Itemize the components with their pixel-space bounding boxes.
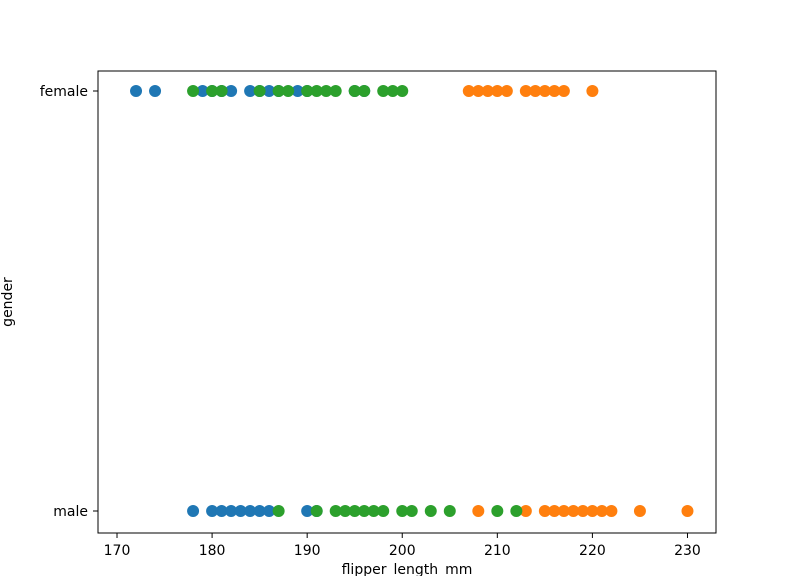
scatter-point xyxy=(586,505,599,517)
x-tick-label: 180 xyxy=(199,543,226,559)
scatter-point xyxy=(329,85,342,97)
scatter-point xyxy=(500,85,513,97)
scatter-point xyxy=(310,505,323,517)
scatter-point xyxy=(320,85,333,97)
scatter-point xyxy=(253,85,266,97)
scatter-point xyxy=(358,85,371,97)
scatter-point xyxy=(481,85,494,97)
scatter-point xyxy=(538,505,551,517)
scatter-point xyxy=(605,505,618,517)
x-tick-label: 230 xyxy=(674,543,701,559)
scatter-point xyxy=(405,505,418,517)
scatter-point xyxy=(348,505,361,517)
scatter-point xyxy=(215,505,228,517)
scatter-point xyxy=(548,85,561,97)
scatter-point xyxy=(396,505,409,517)
scatter-point xyxy=(253,505,266,517)
y-axis-label: gender xyxy=(0,277,16,327)
scatter-point xyxy=(234,505,247,517)
scatter-point xyxy=(424,505,437,517)
scatter-point xyxy=(244,85,257,97)
scatter-point xyxy=(196,85,209,97)
x-tick-label: 190 xyxy=(294,543,321,559)
scatter-point xyxy=(510,505,523,517)
scatter-point xyxy=(538,85,551,97)
scatter-point xyxy=(225,505,238,517)
scatter-point xyxy=(567,505,580,517)
scatter-point xyxy=(339,505,352,517)
scatter-point xyxy=(443,505,456,517)
scatter-point xyxy=(187,85,200,97)
scatter-point xyxy=(586,85,599,97)
scatter-point xyxy=(149,85,162,97)
scatter-point xyxy=(548,505,561,517)
scatter-point xyxy=(472,505,485,517)
scatter-point xyxy=(529,85,542,97)
scatter-point xyxy=(206,505,219,517)
scatter-point xyxy=(358,505,371,517)
scatter-point xyxy=(348,85,361,97)
scatter-point xyxy=(272,85,285,97)
x-tick-label: 220 xyxy=(579,543,606,559)
x-tick-label: 200 xyxy=(389,543,416,559)
scatter-point xyxy=(263,505,276,517)
points-layer xyxy=(130,85,694,517)
scatter-point xyxy=(633,505,646,517)
scatter-point xyxy=(595,505,608,517)
scatter-point xyxy=(301,505,314,517)
scatter-point xyxy=(557,85,570,97)
scatter-point xyxy=(367,505,380,517)
scatter-point xyxy=(491,85,504,97)
scatter-point xyxy=(206,85,219,97)
scatter-point xyxy=(130,85,143,97)
scatter-point xyxy=(310,85,323,97)
y-axis: male female xyxy=(40,84,98,520)
scatter-point xyxy=(491,505,504,517)
x-axis-label: flipper_length_mm xyxy=(342,562,473,576)
y-tick-label: male xyxy=(53,504,88,520)
x-tick-label: 210 xyxy=(484,543,511,559)
scatter-point xyxy=(519,505,532,517)
scatter-point xyxy=(396,85,409,97)
scatter-point xyxy=(272,505,285,517)
scatter-point xyxy=(282,85,295,97)
scatter-point xyxy=(263,85,276,97)
x-axis: 170 180 190 200 210 220 230 xyxy=(104,533,701,559)
scatter-point xyxy=(187,505,200,517)
scatter-point xyxy=(472,85,485,97)
scatter-point xyxy=(681,505,694,517)
scatter-point xyxy=(557,505,570,517)
x-tick-label: 170 xyxy=(104,543,131,559)
scatter-point xyxy=(225,85,238,97)
scatter-point xyxy=(462,85,475,97)
y-tick-label: female xyxy=(40,84,88,100)
scatter-point xyxy=(377,505,390,517)
scatter-point xyxy=(519,85,532,97)
scatter-point xyxy=(386,85,399,97)
scatter-point xyxy=(576,505,589,517)
plot-frame xyxy=(97,70,717,534)
scatter-point xyxy=(377,85,390,97)
scatter-point xyxy=(244,505,257,517)
scatter-point xyxy=(291,85,304,97)
scatter-point xyxy=(301,85,314,97)
scatter-point xyxy=(329,505,342,517)
scatter-point xyxy=(215,85,228,97)
